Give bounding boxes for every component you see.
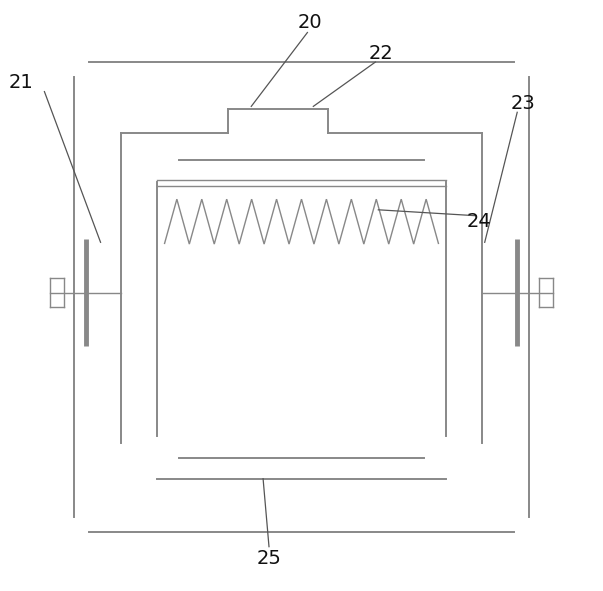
Text: 25: 25	[256, 549, 282, 568]
Text: 20: 20	[298, 13, 323, 32]
Text: 24: 24	[467, 212, 491, 231]
Text: 23: 23	[511, 94, 535, 113]
Text: 22: 22	[369, 44, 394, 63]
Text: 21: 21	[8, 73, 33, 92]
